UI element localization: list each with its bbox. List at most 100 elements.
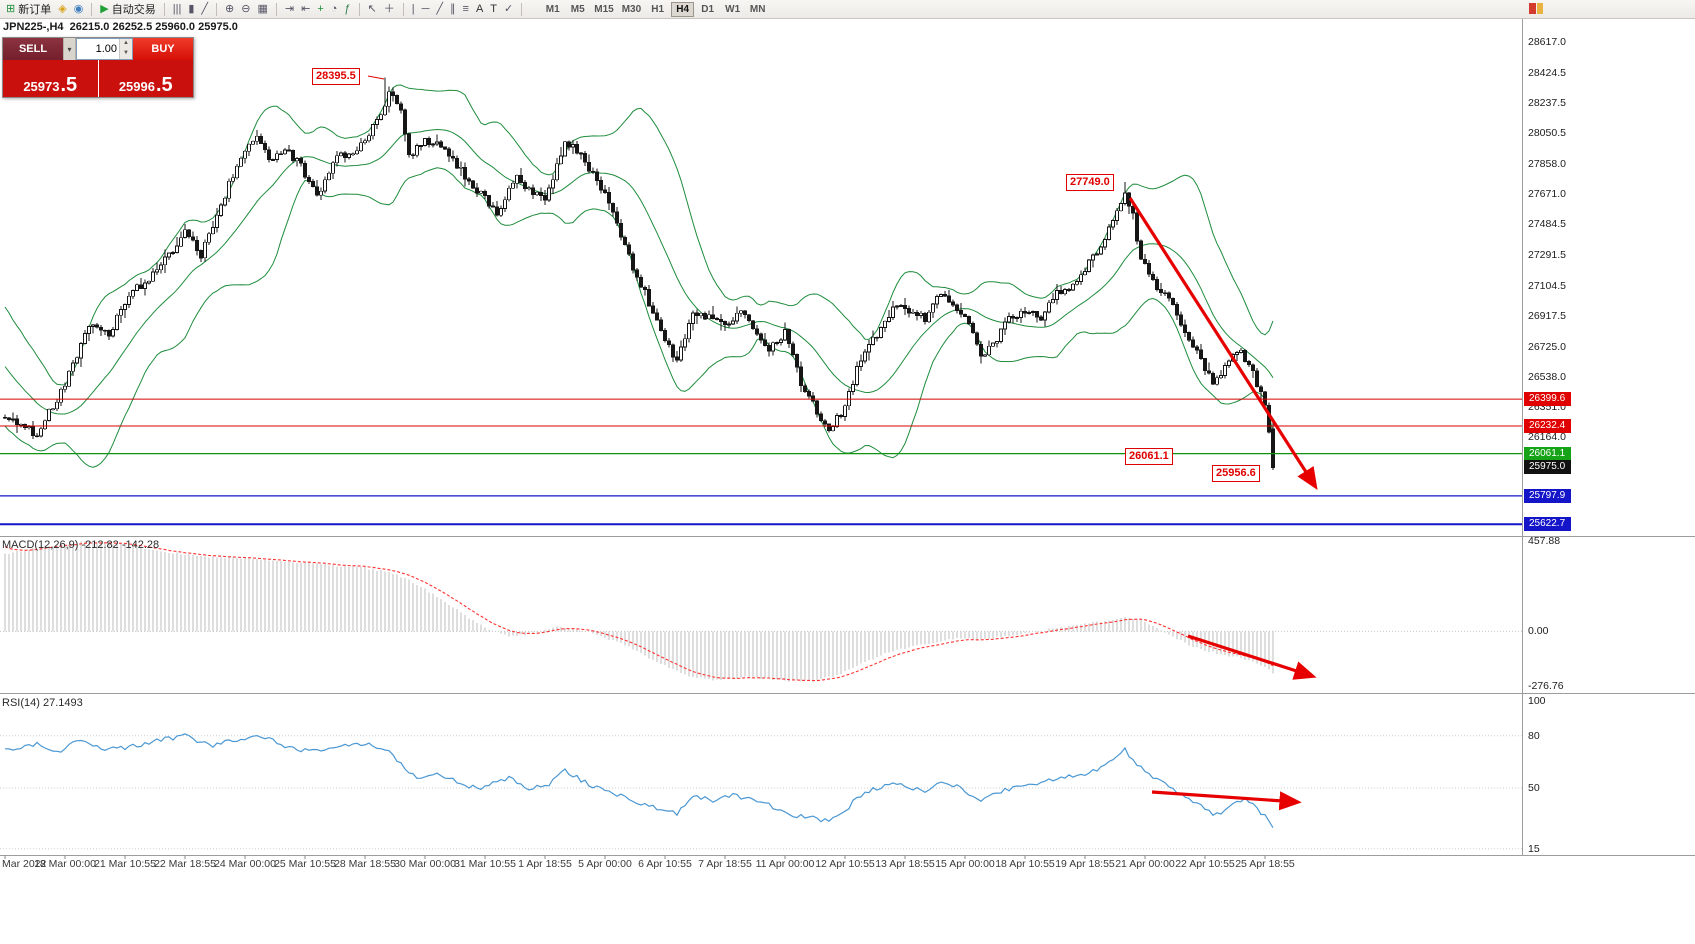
volume-dropdown-button[interactable]: ▾ [63,38,76,60]
timeframe-m1-button[interactable]: M1 [541,2,564,17]
price-axis-label: 26164.0 [1528,431,1566,443]
volume-stepper: ▲ ▼ [119,39,132,59]
sell-button[interactable]: SELL [3,38,63,60]
price-tag: 26232.4 [1524,419,1571,433]
chart-shift-button[interactable]: ⇤ [298,1,313,18]
toolbar-separator [163,2,165,16]
time-axis-label: 22 Mar 18:55 [154,858,216,870]
zoom-in-icon: ⊕ [225,3,235,15]
price-tag: 26399.6 [1524,392,1571,406]
text-label-icon: T [490,3,498,15]
one-click-trading-panel: SELL ▾ 1.00 ▲ ▼ BUY 25973.5 25996.5 [2,37,194,98]
timeframe-h4-button[interactable]: H4 [671,1,695,17]
timeframe-d1-button[interactable]: D1 [696,2,719,17]
time-axis-label: 24 Mar 00:00 [214,858,276,870]
arrows-tool-icon: ✓ [504,3,514,15]
order-controls-row: SELL ▾ 1.00 ▲ ▼ BUY [3,38,193,60]
time-axis-label: 7 Apr 18:55 [698,858,752,870]
price-annotation[interactable]: 26061.1 [1125,448,1173,465]
crosshair-icon: ＋ [383,3,395,15]
macd-histogram [4,541,1274,682]
price-axis-label: 27484.5 [1528,218,1566,230]
text-button[interactable]: A [473,1,486,18]
autotrading-label: 自动交易 [111,4,156,16]
price-annotation[interactable]: 28395.5 [312,68,360,85]
tile-windows-button[interactable]: ▦ [254,1,270,18]
buy-price[interactable]: 25996.5 [98,60,193,97]
arrows-tool-button[interactable]: ✓ [501,1,516,18]
indicators-icon: ƒ [344,3,351,15]
trendline-button[interactable]: ╱ [433,1,446,18]
chart-ohlc-title: JPN225-,H4 26215.0 26252.5 25960.0 25975… [3,21,238,33]
horizontal-line-icon: ─ [421,3,430,15]
time-axis-label: 31 Mar 10:55 [454,858,516,870]
time-axis-label: 5 Apr 00:00 [578,858,632,870]
auto-scroll-button[interactable]: ⇥ [282,1,297,18]
chart-line-button[interactable]: ╱ [198,1,211,18]
new-order-button[interactable]: ⊞ 新订单 [3,1,54,18]
macd-scale-label: -276.76 [1528,680,1564,692]
timeframe-mn-button[interactable]: MN [746,2,769,17]
vertical-line-button[interactable]: | [409,1,418,18]
time-axis-label: Mar 2022 [2,858,47,870]
time-axis-label: 30 Mar 00:00 [394,858,456,870]
volume-increase-button[interactable]: ▲ [120,39,132,49]
price-annotation[interactable]: 27749.0 [1066,174,1114,191]
autotrading-button[interactable]: ▶ 自动交易 [97,1,158,18]
timeframe-w1-button[interactable]: W1 [721,2,744,17]
fibonacci-button[interactable]: ≡ [460,1,472,18]
text-label-button[interactable]: T [487,1,500,18]
trend-arrow[interactable] [1151,790,1302,811]
chart-shift-icon: ⇤ [301,3,311,15]
sell-price[interactable]: 25973.5 [3,60,98,97]
price-axis-label: 27858.0 [1528,158,1566,170]
volume-input[interactable]: 1.00 ▲ ▼ [76,38,133,60]
equidistant-channel-button[interactable]: ∥ [447,1,459,18]
chart-bars-button[interactable]: ||| [170,1,185,18]
chart-line-icon: ╱ [201,3,209,15]
time-axis-label: 18 Mar 00:00 [34,858,96,870]
price-axis-label: 28050.5 [1528,127,1566,139]
new-chart-button[interactable]: + [314,1,326,18]
status-red-icon [1529,3,1536,14]
text-icon: A [475,3,484,15]
cursor-button[interactable]: ↖ [365,1,380,18]
bollinger-middle-band [4,128,1274,415]
time-axis-label: 6 Apr 10:55 [638,858,692,870]
timeframe-m30-button[interactable]: M30 [619,2,644,17]
crosshair-button[interactable]: ＋ [381,1,398,18]
market-watch-icon: ◉ [73,3,84,15]
indicators-button[interactable]: ƒ [341,1,353,18]
tile-windows-icon: ▦ [257,3,268,15]
time-axis-label: 12 Apr 10:55 [815,858,875,870]
time-axis-label: 13 Apr 18:55 [875,858,935,870]
zoom-out-button[interactable]: ⊖ [238,1,253,18]
status-icon [1529,3,1543,14]
periods-button[interactable]: ◔ [328,1,341,18]
horizontal-line-button[interactable]: ─ [419,1,433,18]
price-annotation[interactable]: 25956.6 [1212,465,1260,482]
trend-arrow[interactable] [1128,197,1318,491]
zoom-in-button[interactable]: ⊕ [222,1,237,18]
rsi-scale-label: 15 [1528,843,1540,855]
buy-button[interactable]: BUY [133,38,193,60]
market-watch-button[interactable]: ◉ [71,1,87,18]
buy-price-frac: .5 [155,74,173,96]
vertical-line-icon: | [411,3,415,15]
timeframe-h1-button[interactable]: H1 [646,2,669,17]
timeframe-m15-button[interactable]: M15 [591,2,616,17]
price-axis-label: 26725.0 [1528,341,1566,353]
toolbar-separator [402,2,404,16]
toolbar-separator [91,2,93,16]
price-tag: 25975.0 [1524,460,1571,474]
metaeditor-button[interactable]: ◈ [55,1,69,18]
chart-candles-button[interactable]: ▮ [185,1,197,18]
price-axis-label: 27671.0 [1528,188,1566,200]
time-axis-label: 1 Apr 18:55 [518,858,572,870]
volume-decrease-button[interactable]: ▼ [120,49,132,59]
timeframe-m5-button[interactable]: M5 [566,2,589,17]
trend-arrow[interactable] [1187,634,1317,680]
sell-price-main: 25973 [23,79,60,94]
macd-scale-label: 0.00 [1528,625,1549,637]
